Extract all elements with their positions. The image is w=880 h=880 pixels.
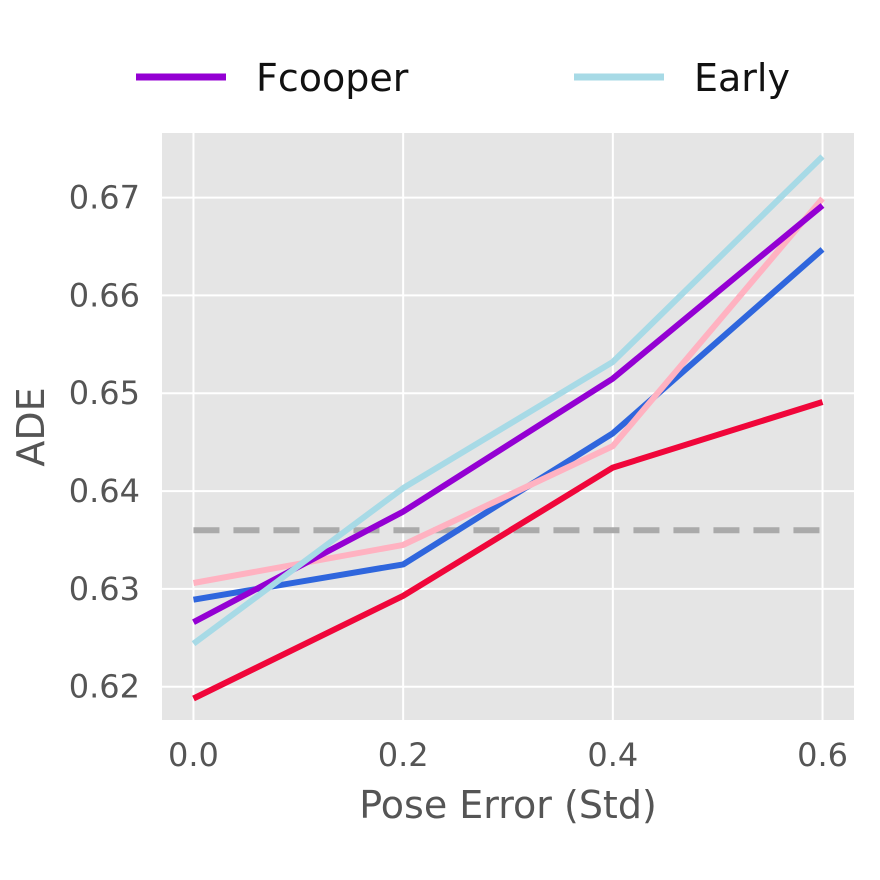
series-group bbox=[191, 154, 825, 702]
x-tick-label-2: 0.4 bbox=[587, 736, 638, 774]
x-axis-label: Pose Error (Std) bbox=[359, 783, 657, 827]
y-tick-label-2: 0.64 bbox=[69, 472, 140, 510]
y-tick-label-1: 0.63 bbox=[69, 570, 140, 608]
gridlines bbox=[162, 133, 854, 720]
x-tick-label-3: 0.6 bbox=[797, 736, 848, 774]
y-tick-labels: 0.62 0.63 0.64 0.65 0.66 0.67 bbox=[69, 179, 140, 706]
series-line-1 bbox=[192, 399, 824, 702]
legend-label-1: Early bbox=[694, 56, 790, 100]
series-line-4 bbox=[191, 154, 825, 647]
legend-label-0: Fcooper bbox=[256, 56, 409, 100]
y-tick-label-4: 0.66 bbox=[69, 276, 140, 314]
y-axis-label: ADE bbox=[9, 387, 53, 466]
x-tick-labels: 0.0 0.2 0.4 0.6 bbox=[168, 736, 848, 774]
x-tick-label-0: 0.0 bbox=[168, 736, 219, 774]
legend: Fcooper Early bbox=[136, 56, 790, 100]
y-tick-label-5: 0.67 bbox=[69, 179, 140, 217]
y-tick-label-3: 0.65 bbox=[69, 374, 140, 412]
y-tick-label-0: 0.62 bbox=[69, 668, 140, 706]
series-line-0 bbox=[193, 247, 825, 603]
x-tick-label-1: 0.2 bbox=[378, 736, 429, 774]
